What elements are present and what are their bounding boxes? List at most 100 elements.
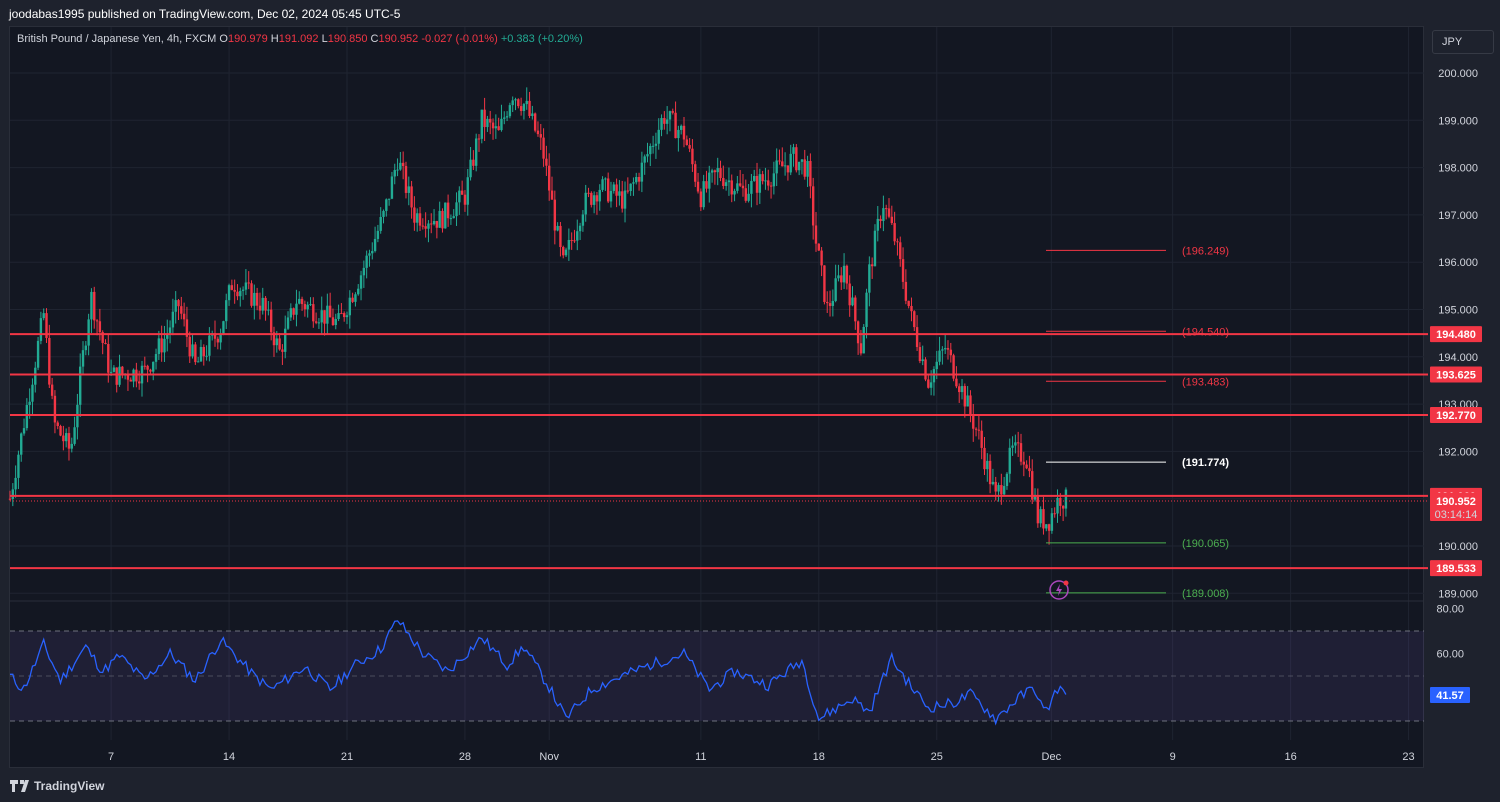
candle-body bbox=[166, 333, 169, 339]
candle-body bbox=[182, 313, 186, 320]
candle-body bbox=[792, 147, 795, 154]
candle-body bbox=[587, 192, 590, 194]
symbol-legend: British Pound / Japanese Yen, 4h, FXCM O… bbox=[17, 33, 583, 45]
price-tick-label: 189.000 bbox=[1438, 588, 1478, 600]
time-tick-label: 14 bbox=[223, 751, 235, 763]
candle-body bbox=[126, 374, 130, 380]
candle-body bbox=[531, 113, 534, 117]
candle-body bbox=[312, 304, 315, 322]
candle-body bbox=[893, 223, 896, 242]
indicator-change-value: +0.383 (+0.20%) bbox=[500, 33, 583, 45]
candle-body bbox=[573, 240, 576, 242]
candle-body bbox=[1014, 442, 1017, 446]
candle-body bbox=[1031, 471, 1034, 500]
open-value: 190.979 bbox=[227, 33, 268, 45]
candle-body bbox=[811, 186, 815, 226]
candle-body bbox=[826, 301, 829, 304]
candle-body bbox=[828, 303, 832, 306]
candle-body bbox=[929, 382, 933, 388]
candle-body bbox=[1050, 513, 1054, 531]
candle-body bbox=[84, 345, 88, 351]
candle-body bbox=[289, 308, 293, 318]
candle-body bbox=[466, 177, 469, 205]
candle-body bbox=[581, 214, 585, 226]
candle-body bbox=[1061, 505, 1065, 509]
candle-body bbox=[93, 291, 96, 321]
time-tick-label: 25 bbox=[931, 751, 943, 763]
candle-body bbox=[177, 300, 180, 307]
candle-body bbox=[511, 100, 514, 106]
candle-body bbox=[115, 367, 118, 385]
candle-body bbox=[1064, 489, 1068, 509]
rsi-line[interactable] bbox=[10, 620, 1067, 726]
candle-body bbox=[129, 379, 132, 382]
candle-body bbox=[696, 181, 700, 192]
candle-body bbox=[663, 118, 666, 124]
candle-body bbox=[185, 319, 189, 337]
candle-body bbox=[553, 199, 557, 231]
candle-body bbox=[1025, 464, 1028, 469]
candle-body bbox=[354, 294, 357, 302]
candle-body bbox=[637, 176, 641, 182]
candle-body bbox=[887, 208, 891, 217]
candle-body bbox=[632, 182, 635, 184]
time-tick-label: 9 bbox=[1170, 751, 1176, 763]
currency-button[interactable]: JPY bbox=[1432, 30, 1494, 54]
candle-body bbox=[910, 305, 913, 312]
candle-body bbox=[39, 318, 43, 341]
candle-body bbox=[174, 300, 177, 312]
publisher-text: joodabas1995 published on TradingView.co… bbox=[9, 7, 401, 21]
time-tick-label: 7 bbox=[108, 751, 114, 763]
candle-body bbox=[362, 267, 366, 276]
candle-body bbox=[438, 210, 441, 228]
candle-body bbox=[441, 210, 444, 229]
candle-body bbox=[31, 384, 34, 402]
candle-body bbox=[564, 249, 568, 256]
candle-body bbox=[1008, 447, 1011, 474]
candle-body bbox=[300, 298, 304, 305]
candle-body bbox=[562, 247, 565, 256]
candle-body bbox=[542, 137, 545, 159]
symbol-title[interactable]: British Pound / Japanese Yen, 4h, FXCM bbox=[17, 33, 217, 45]
candle-body bbox=[831, 300, 835, 306]
candle-body bbox=[879, 218, 882, 221]
candle-body bbox=[1016, 442, 1020, 444]
candle-body bbox=[261, 297, 264, 311]
tradingview-logo[interactable]: TradingView bbox=[10, 779, 104, 793]
level-price-tag bbox=[1430, 326, 1482, 343]
candle-body bbox=[590, 192, 593, 205]
projection-label: (189.008) bbox=[1182, 588, 1229, 600]
current-price-label: 190.952 bbox=[1436, 496, 1476, 508]
candle-body bbox=[1011, 445, 1014, 448]
candle-body bbox=[255, 292, 259, 306]
price-tick-label: 195.000 bbox=[1438, 305, 1478, 317]
price-tick-label: 194.000 bbox=[1438, 352, 1478, 364]
candle-body bbox=[764, 180, 767, 182]
flash-alert-icon[interactable] bbox=[1049, 580, 1069, 600]
top-bar: joodabas1995 published on TradingView.co… bbox=[0, 0, 1500, 26]
candle-body bbox=[606, 178, 610, 202]
candle-body bbox=[868, 264, 871, 293]
candle-body bbox=[1059, 498, 1062, 506]
candle-body bbox=[615, 184, 618, 196]
candle-body bbox=[719, 168, 722, 178]
candle-body bbox=[901, 259, 905, 282]
candle-body bbox=[424, 226, 427, 229]
candle-body bbox=[477, 138, 481, 140]
candle-body bbox=[458, 190, 461, 203]
candle-body bbox=[899, 242, 902, 260]
change-value: -0.027 (-0.01%) bbox=[421, 33, 498, 45]
candle-body bbox=[522, 104, 526, 111]
candle-body bbox=[241, 289, 245, 291]
candle-body bbox=[559, 225, 562, 248]
chart-frame[interactable] bbox=[9, 26, 1424, 768]
candle-body bbox=[665, 119, 669, 124]
candle-body bbox=[306, 304, 309, 310]
candle-body bbox=[744, 188, 747, 201]
candle-body bbox=[160, 338, 163, 353]
projection-label: (196.249) bbox=[1182, 245, 1229, 257]
candle-body bbox=[76, 404, 79, 428]
candle-body bbox=[421, 225, 425, 227]
candle-body bbox=[595, 195, 599, 202]
